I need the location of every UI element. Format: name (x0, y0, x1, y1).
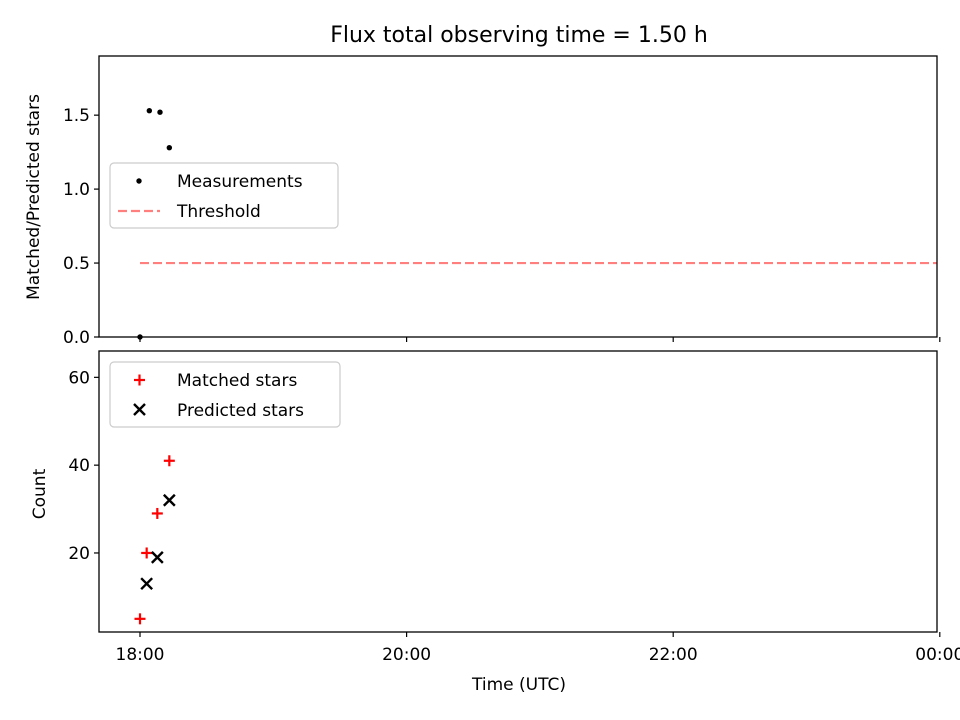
y-tick-label: 0.0 (63, 328, 90, 348)
data-point (141, 547, 153, 559)
legend-box (109, 361, 341, 428)
plot-area (137, 108, 937, 340)
top-y-axis-label: Matched/Predicted stars (24, 94, 44, 300)
x-tick-label: 18:00 (116, 645, 165, 665)
bottom-axes: Count Time (UTC) (30, 468, 566, 695)
y-tick-label: 60 (68, 368, 90, 388)
y-tick-label: 1.0 (63, 180, 90, 200)
bottom-plot: 18:0020:0022:0000:0002:0004:00204060Matc… (68, 350, 960, 665)
data-point (166, 144, 173, 151)
plot-area (134, 455, 176, 625)
y-tick-label: 0.5 (63, 254, 90, 274)
data-point (162, 493, 176, 507)
legend-label-measurements: Measurements (177, 172, 303, 192)
data-point (134, 613, 146, 625)
bottom-y-axis-label: Count (30, 468, 50, 519)
data-point (146, 108, 153, 114)
y-tick-label: 1.5 (63, 106, 90, 126)
x-tick-label: 00:00 (915, 645, 960, 665)
data-point (157, 109, 163, 115)
axes-frame (98, 350, 938, 633)
legend-box (109, 162, 339, 229)
y-tick-label: 20 (68, 544, 90, 564)
data-point (140, 577, 154, 591)
x-tick-label: 20:00 (382, 645, 431, 665)
legend-label-threshold: Threshold (176, 202, 261, 222)
legend-label-predicted: Predicted stars (177, 401, 304, 421)
data-point (151, 507, 163, 519)
series-matched-stars (134, 455, 175, 625)
chart-title: Flux total observing time = 1.50 h (330, 23, 708, 48)
legend-plus-icon (134, 374, 145, 386)
legend: Matched stars Predicted stars (109, 361, 341, 428)
legend-dot-icon (136, 178, 142, 184)
y-tick-label: 40 (68, 456, 90, 476)
axes-frame (98, 55, 938, 338)
data-point (163, 455, 175, 467)
legend: Measurements Threshold (109, 162, 339, 229)
top-plot: 0.0 0.5 1.0 1.5 Measurements Threshold (63, 55, 941, 348)
legend-x-icon (133, 403, 146, 416)
series-measurements (137, 108, 173, 340)
x-axis-label: Time (UTC) (471, 675, 566, 695)
top-axes: Matched/Predicted stars (24, 94, 44, 300)
data-point (150, 551, 164, 564)
legend-label-matched: Matched stars (177, 371, 297, 391)
series-predicted-stars (140, 493, 176, 591)
x-tick-label: 22:00 (649, 645, 698, 665)
